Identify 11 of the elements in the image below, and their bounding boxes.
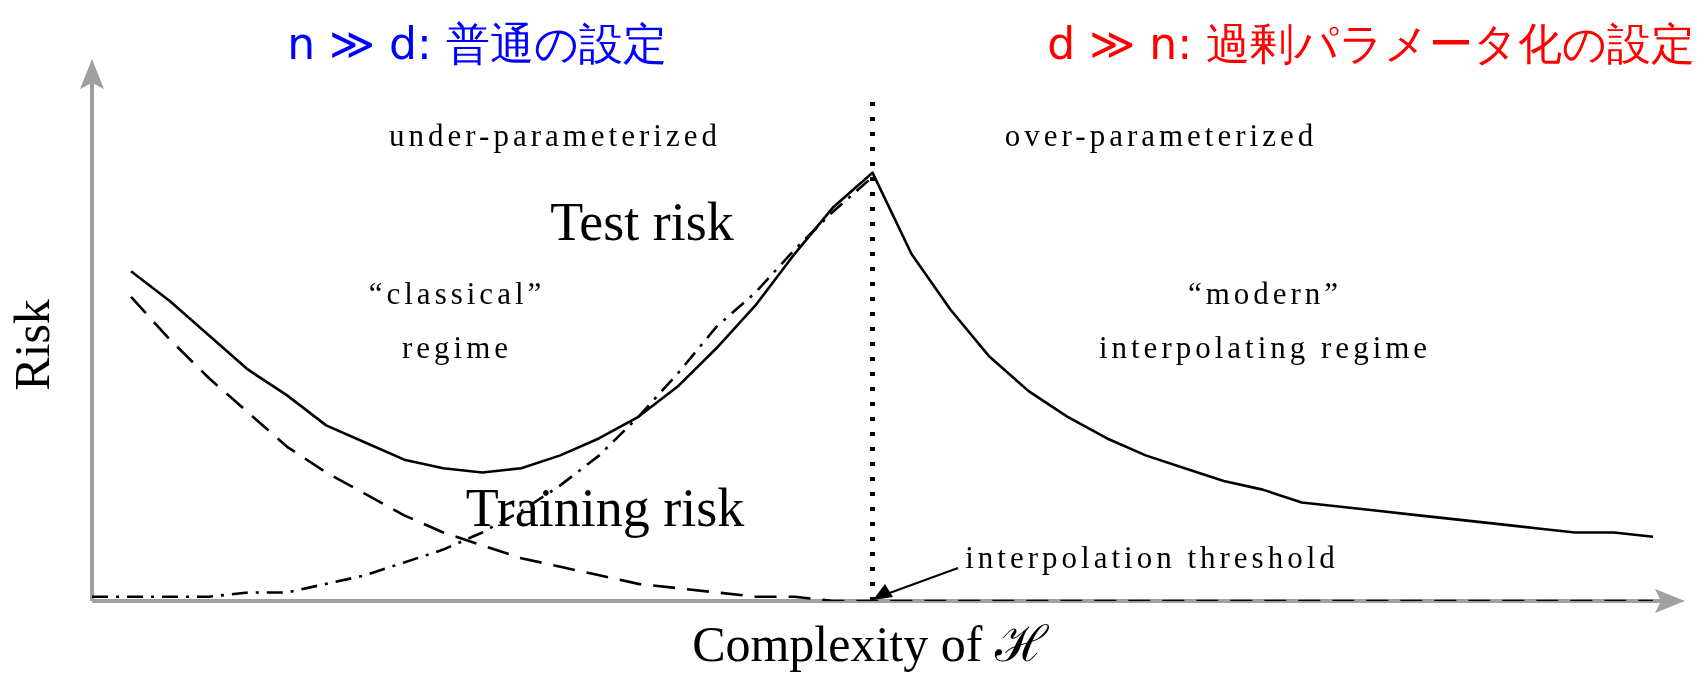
x-axis-title: Complexity of ℋ xyxy=(692,616,1050,673)
annotation: interpolation threshold xyxy=(965,540,1339,576)
text: over-parameterized xyxy=(1004,118,1318,154)
chart-subtitle: d ≫ n: 過剰パラメータ化の設定 xyxy=(1047,18,1695,70)
annotation: “modern” interpolating regime xyxy=(1098,276,1432,366)
series-label: Training risk xyxy=(465,478,745,539)
chart-title: n ≫ d: 普通の設定 xyxy=(287,18,667,70)
text: under-parameterized xyxy=(389,118,721,154)
y-axis-title: Risk xyxy=(4,299,61,391)
series-label: Test risk xyxy=(550,192,734,253)
annotation: “classical” regime xyxy=(368,276,546,366)
